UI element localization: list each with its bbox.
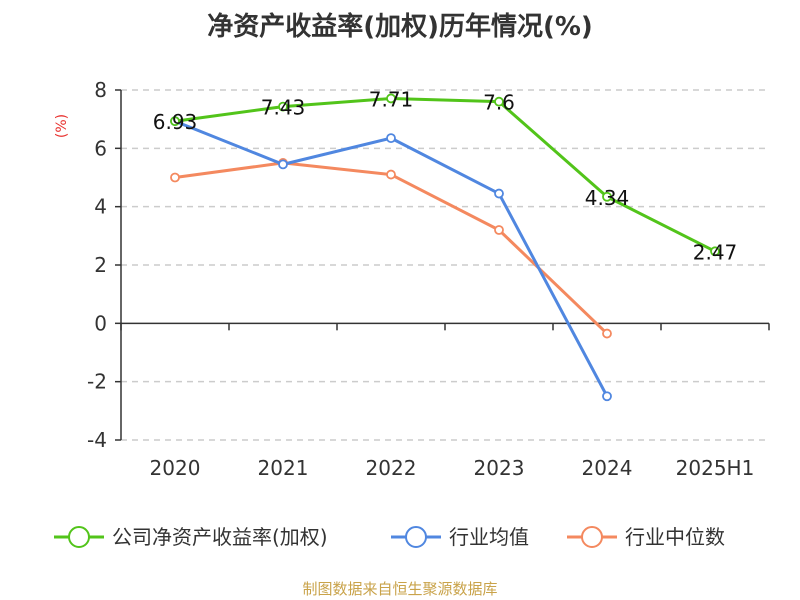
legend-marker [581, 526, 603, 548]
legend-label: 行业中位数 [625, 525, 725, 549]
legend-marker [405, 526, 427, 548]
series-1 [170, 116, 612, 402]
series-line [174, 161, 609, 335]
legend-item-0: 公司净资产收益率(加权) [54, 525, 328, 549]
y-axis-unit-label: (%) [54, 114, 70, 138]
y-tick-label: 6 [94, 136, 107, 160]
y-tick-label: 2 [94, 253, 107, 277]
legend-marker [68, 526, 90, 548]
chart-title: 净资产收益率(加权)历年情况(%) [207, 12, 593, 42]
legend-label: 行业均值 [449, 525, 529, 549]
data-point [170, 172, 180, 183]
data-point [494, 96, 504, 107]
data-point [602, 328, 612, 339]
x-tick-label: 2024 [582, 456, 633, 480]
data-label: 6.93 [153, 110, 198, 134]
source-note: 制图数据来自恒生聚源数据库 [302, 580, 498, 598]
series-2 [170, 158, 612, 339]
legend: 公司净资产收益率(加权) 行业均值 行业中位数 [54, 525, 725, 549]
x-tick-label: 2021 [258, 456, 309, 480]
data-point [710, 246, 720, 257]
data-point [170, 116, 180, 127]
y-tick-label: 8 [94, 78, 107, 102]
y-tick-label: 4 [94, 195, 107, 219]
legend-item-1: 行业均值 [391, 525, 529, 549]
x-tick-label: 2022 [366, 456, 417, 480]
x-tick-label: 2023 [474, 456, 525, 480]
data-point [278, 159, 288, 170]
data-label: 7.43 [261, 96, 306, 120]
legend-item-2: 行业中位数 [567, 525, 725, 549]
data-label: 7.71 [369, 87, 414, 111]
series-0 [170, 93, 720, 257]
x-tick-label: 2020 [150, 456, 201, 480]
data-point [278, 101, 288, 112]
data-point [602, 391, 612, 402]
data-point [602, 191, 612, 202]
series-line [174, 96, 716, 253]
y-tick-label: 0 [94, 311, 107, 335]
legend-label: 公司净资产收益率(加权) [112, 525, 328, 549]
data-point [494, 225, 504, 235]
y-tick-label: -2 [87, 370, 107, 394]
data-label-layer: 6.93 7.43 7.71 7.6 4.34 2.47 [153, 87, 738, 264]
axis-layer: 8 6 4 2 0 -2 -4 2020 2021 2022 2023 2024 2025H1 [87, 78, 770, 480]
data-point [386, 93, 396, 104]
y-tick-label: -4 [87, 428, 107, 452]
data-point [494, 188, 504, 199]
data-label: 4.34 [585, 186, 630, 210]
series-layer [170, 93, 720, 402]
series-line [174, 119, 609, 397]
data-label: 2.47 [693, 240, 738, 264]
x-tick-label: 2025H1 [676, 456, 755, 480]
grid-layer [121, 89, 769, 441]
data-point [386, 169, 396, 180]
data-point [386, 133, 396, 144]
data-label: 7.6 [483, 91, 515, 115]
